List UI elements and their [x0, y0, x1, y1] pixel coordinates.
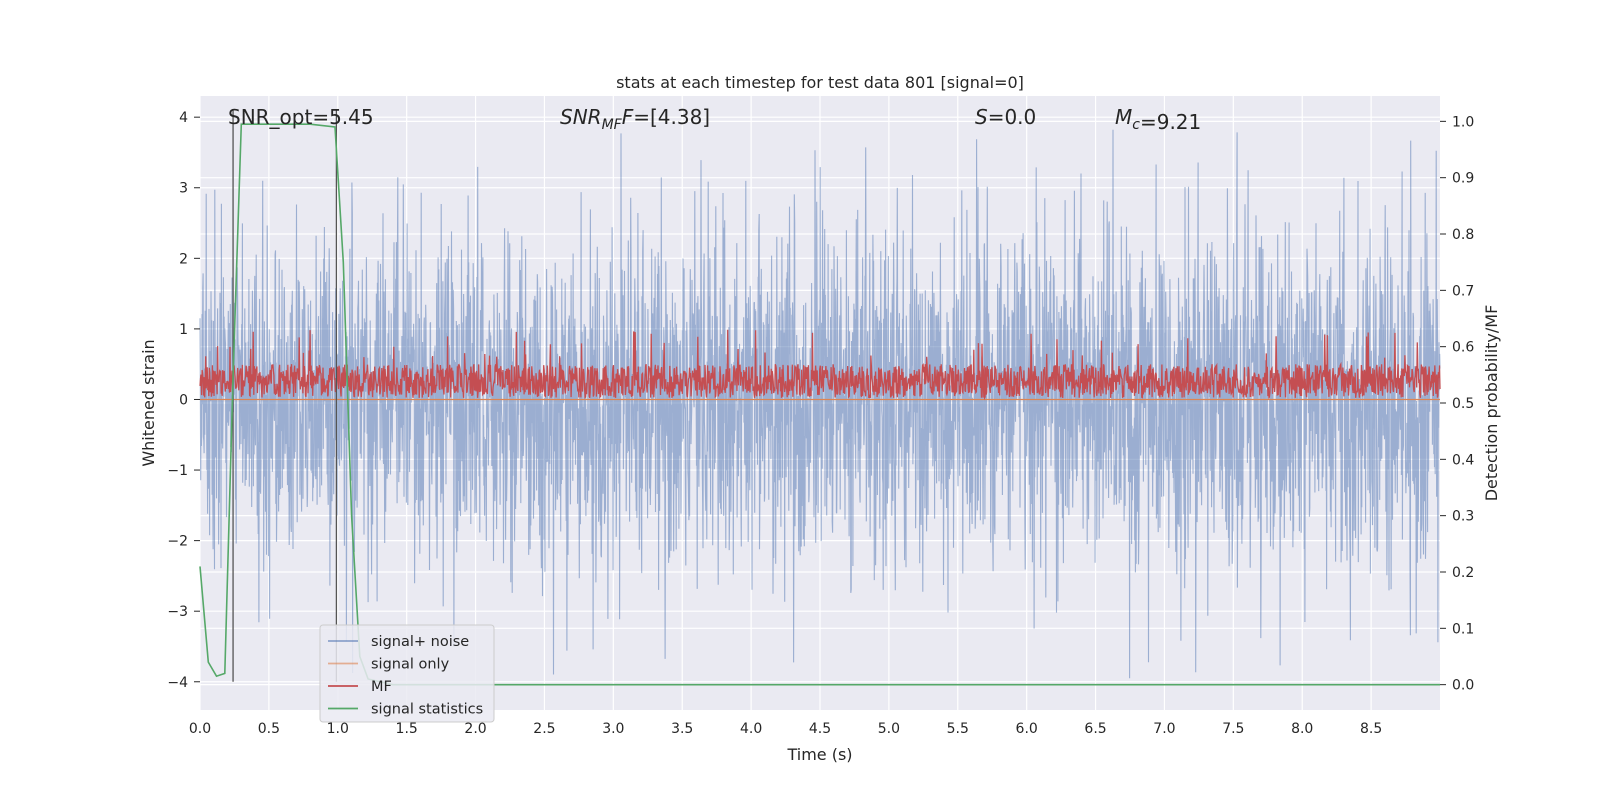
annotation-text: Mc=9.21 — [1115, 105, 1201, 134]
y-tick-label: −2 — [167, 534, 188, 550]
y-right-tick-label: 0.0 — [1452, 678, 1474, 694]
x-tick-label: 8.0 — [1291, 721, 1313, 737]
x-tick-label: 3.0 — [602, 721, 624, 737]
x-axis-label: Time (s) — [786, 745, 852, 764]
y-right-tick-label: 0.1 — [1452, 621, 1474, 637]
legend-label: MF — [371, 679, 392, 695]
x-tick-label: 2.0 — [464, 721, 486, 737]
y-right-tick-label: 0.9 — [1452, 171, 1474, 187]
annotation-text: S=0.0 — [975, 105, 1036, 129]
series-mf-line — [199, 329, 1441, 401]
x-tick-label: 7.5 — [1222, 721, 1244, 737]
y-right-tick-label: 0.2 — [1452, 565, 1474, 581]
y-tick-label: 1 — [179, 322, 188, 338]
x-tick-label: 5.0 — [878, 721, 900, 737]
annotation-text: SNR_opt=5.45 — [228, 105, 374, 129]
x-tick-label: 5.5 — [947, 721, 969, 737]
x-tick-label: 1.0 — [327, 721, 349, 737]
y-right-tick-label: 0.4 — [1452, 452, 1474, 468]
y-right-tick-label: 0.6 — [1452, 340, 1474, 356]
y-tick-label: −1 — [167, 463, 188, 479]
y-right-tick-label: 1.0 — [1452, 114, 1474, 130]
annotation-text: SNRMFF=[4.38] — [560, 105, 710, 133]
y-right-tick-label: 0.7 — [1452, 283, 1474, 299]
tick-labels: 0.0 0.5 1.0 1.5 2.0 2.5 3.0 3.5 4.0 4.5 5.0 5.5 6.0 6… — [167, 110, 1474, 737]
x-tick-label: 3.5 — [671, 721, 693, 737]
legend: signal+ noise signal only MF signal statist… — [319, 624, 495, 723]
y-tick-label: 2 — [179, 251, 188, 267]
x-tick-label: 4.5 — [809, 721, 831, 737]
x-tick-label: 0.0 — [189, 721, 211, 737]
x-tick-label: 4.0 — [740, 721, 762, 737]
x-tick-label: 6.5 — [1084, 721, 1106, 737]
legend-label: signal only — [371, 657, 450, 673]
x-tick-label: 1.5 — [396, 721, 418, 737]
y-tick-label: −3 — [167, 604, 188, 620]
y-tick-label: 4 — [179, 110, 188, 126]
y-right-tick-label: 0.3 — [1452, 509, 1474, 525]
x-tick-label: 2.5 — [533, 721, 555, 737]
legend-label: signal+ noise — [371, 634, 469, 650]
y-tick-label: −4 — [167, 675, 188, 691]
legend-box — [319, 624, 495, 723]
x-tick-label: 7.0 — [1153, 721, 1175, 737]
y-right-tick-label: 0.8 — [1452, 227, 1474, 243]
y-axis-label: Whitened strain — [139, 339, 158, 466]
series-signal-noise-line — [199, 129, 1441, 679]
legend-label: signal statistics — [371, 702, 483, 718]
chart-title: stats at each timestep for test data 801… — [616, 73, 1024, 92]
y-tick-label: 0 — [179, 392, 188, 408]
y-right-axis-label: Detection probability/MF — [1482, 305, 1501, 502]
x-tick-label: 0.5 — [258, 721, 280, 737]
annotations: SNR_opt=5.45 SNRMFF=[4.38] S=0.0 Mc=9.21 — [228, 105, 1201, 134]
x-tick-label: 8.5 — [1360, 721, 1382, 737]
y-right-tick-label: 0.5 — [1452, 396, 1474, 412]
x-tick-label: 6.0 — [1016, 721, 1038, 737]
y-tick-label: 3 — [179, 181, 188, 197]
